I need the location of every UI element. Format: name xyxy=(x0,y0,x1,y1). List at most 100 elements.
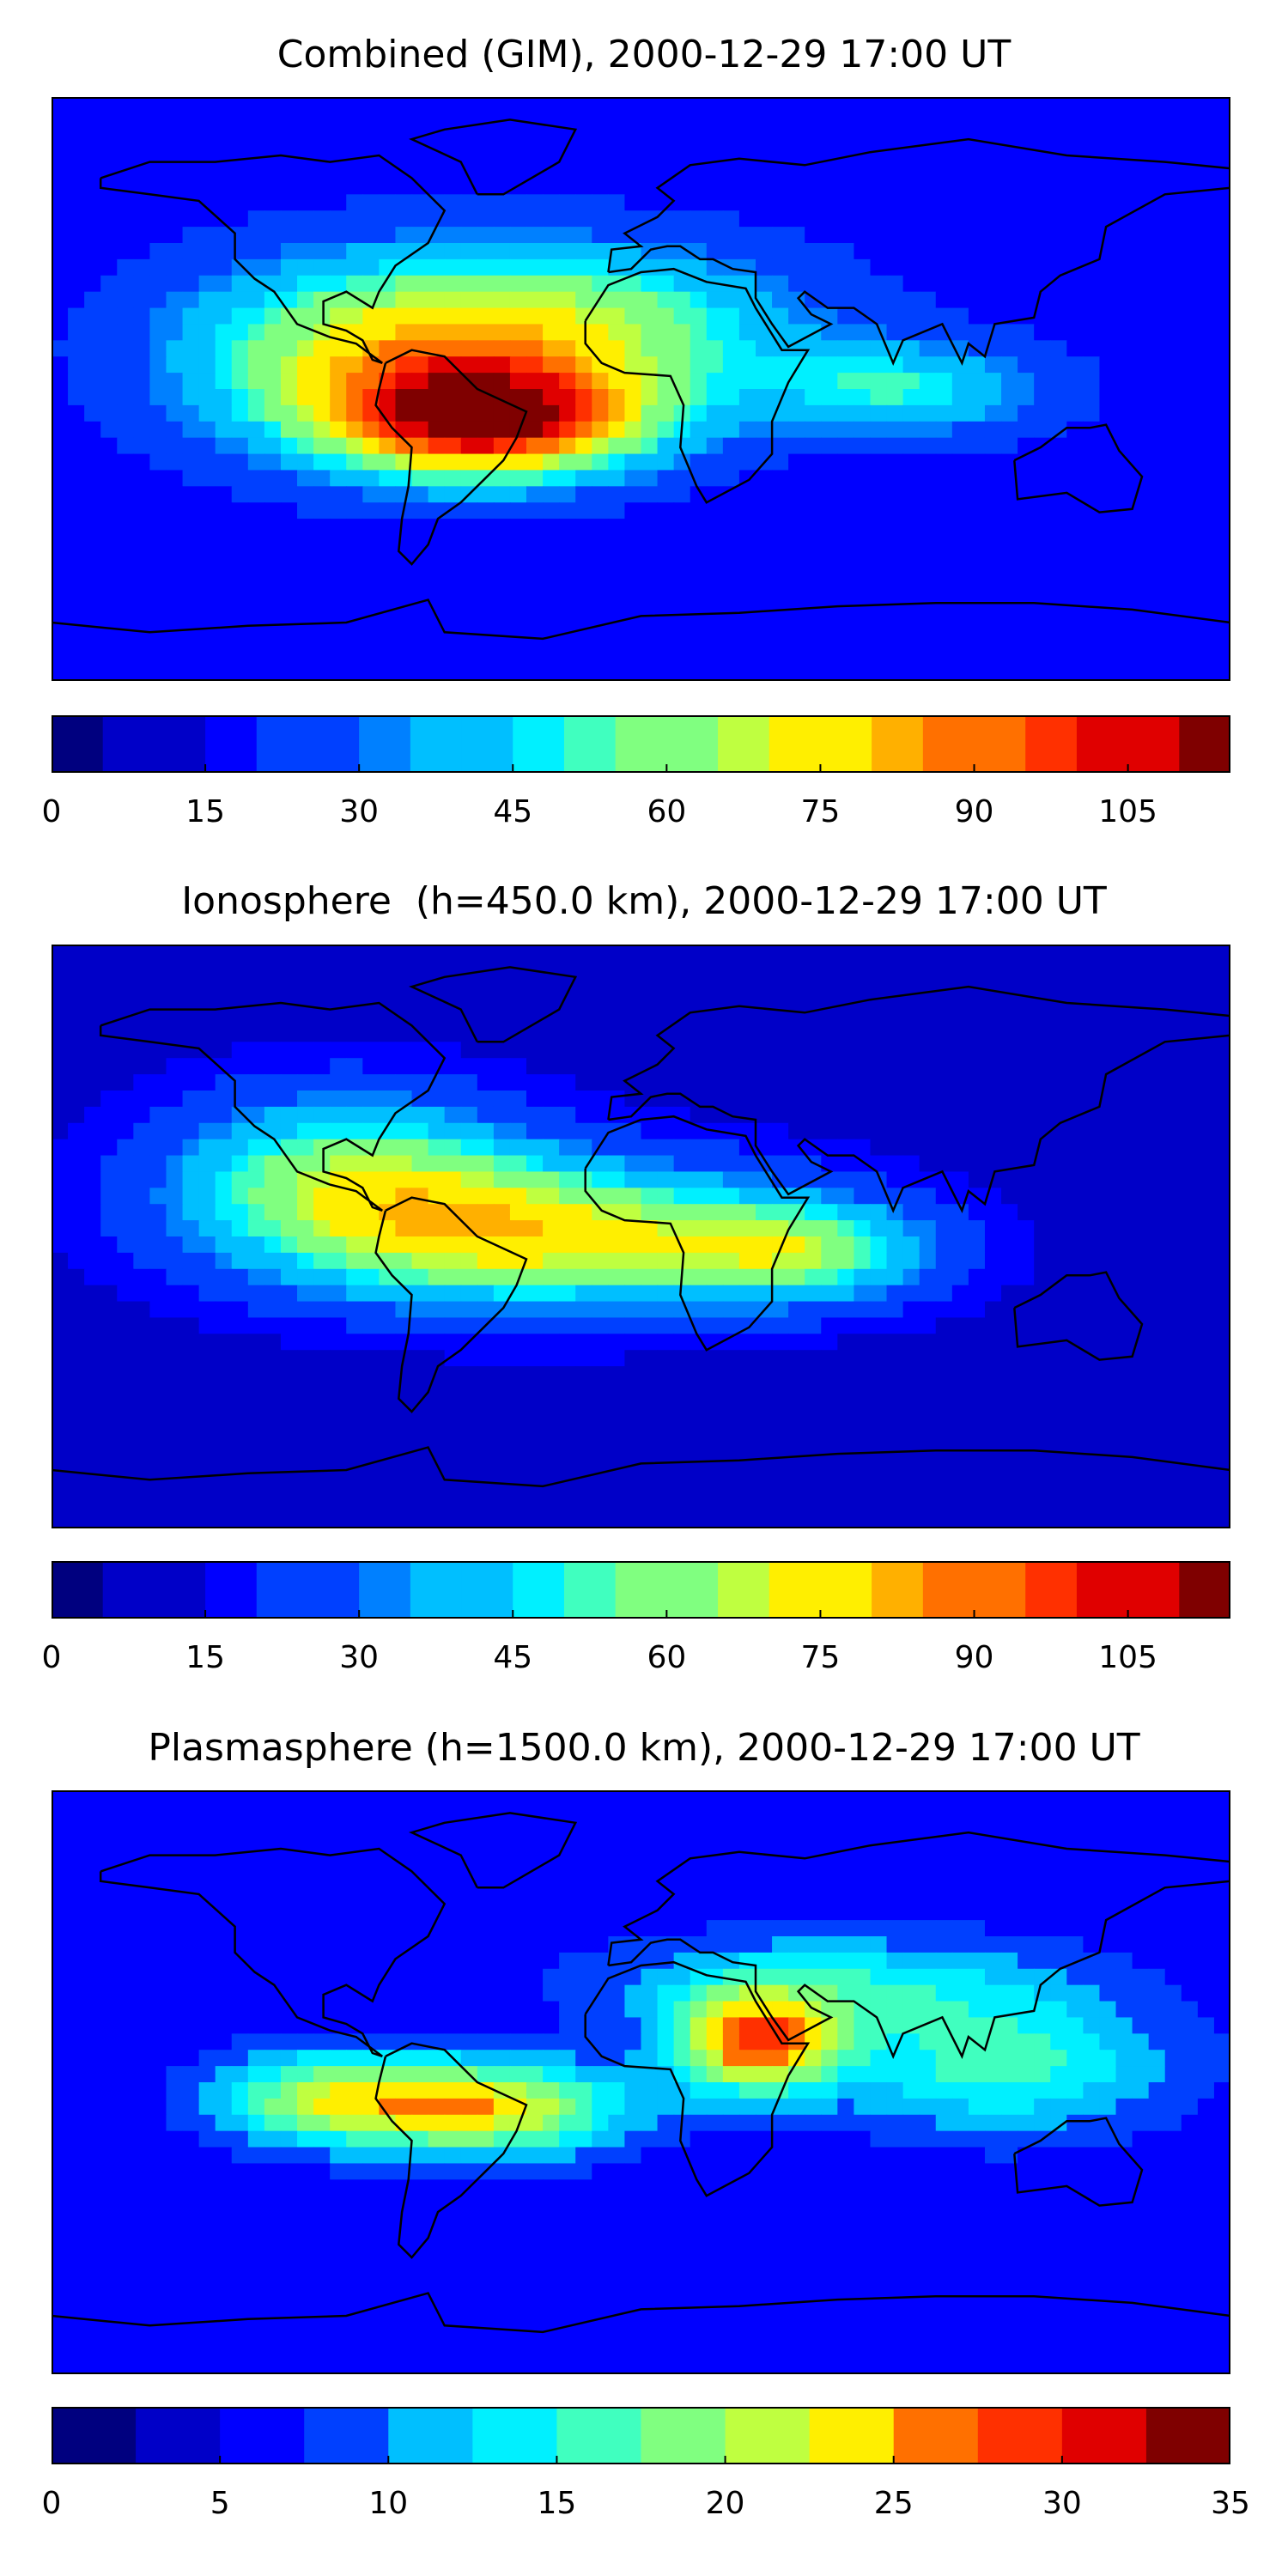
field-cell xyxy=(526,437,544,455)
field-cell xyxy=(280,145,298,163)
field-cell xyxy=(657,945,675,962)
field-cell xyxy=(1050,324,1067,341)
field-cell xyxy=(1018,307,1035,325)
field-cell xyxy=(738,502,756,519)
field-cell xyxy=(247,1091,265,1108)
field-cell xyxy=(935,1106,953,1124)
field-cell xyxy=(951,1074,969,1091)
field-cell xyxy=(379,112,397,131)
field-cell xyxy=(738,519,756,536)
field-cell xyxy=(330,993,347,1011)
field-cell xyxy=(100,1268,118,1286)
field-cell xyxy=(1132,324,1150,341)
field-cell xyxy=(395,1091,413,1108)
field-cell xyxy=(559,470,576,487)
field-cell xyxy=(280,1236,298,1254)
field-cell xyxy=(313,1366,331,1383)
field-cell xyxy=(1083,227,1101,244)
field-cell xyxy=(805,258,822,276)
field-cell xyxy=(231,1398,249,1416)
field-cell xyxy=(526,1091,544,1108)
field-cell xyxy=(1001,97,1018,114)
field-cell xyxy=(100,583,118,601)
field-cell xyxy=(772,421,789,439)
field-cell xyxy=(575,1398,592,1416)
field-cell xyxy=(231,421,249,439)
field-cell xyxy=(460,145,478,163)
field-cell xyxy=(247,1301,265,1319)
field-cell xyxy=(805,129,822,147)
field-cell xyxy=(821,227,838,244)
field-cell xyxy=(84,97,101,114)
field-cell xyxy=(1050,550,1067,568)
field-cell xyxy=(673,1042,691,1059)
field-cell xyxy=(821,258,838,276)
field-cell xyxy=(362,599,380,617)
field-cell xyxy=(477,1155,495,1173)
field-cell xyxy=(1213,1301,1230,1319)
field-cell xyxy=(772,616,789,633)
field-cell xyxy=(198,1188,216,1205)
field-cell xyxy=(526,194,544,211)
field-cell xyxy=(575,1106,592,1124)
field-cell xyxy=(1164,324,1182,341)
field-cell xyxy=(575,324,592,341)
field-cell xyxy=(117,373,134,390)
field-cell xyxy=(526,227,544,244)
field-cell xyxy=(1115,1122,1133,1140)
field-cell xyxy=(919,1414,937,1432)
field-cell xyxy=(575,404,592,422)
field-cell xyxy=(1083,291,1101,309)
field-cell xyxy=(575,1188,592,1205)
field-cell xyxy=(149,421,167,439)
field-cell xyxy=(837,340,854,357)
field-cell xyxy=(968,1091,986,1108)
field-cell xyxy=(1164,1431,1182,1449)
field-cell xyxy=(460,194,478,211)
field-cell xyxy=(559,1252,576,1270)
field-cell xyxy=(1018,437,1035,455)
field-cell xyxy=(772,1431,789,1449)
field-cell xyxy=(1164,648,1182,665)
field-cell xyxy=(870,178,888,195)
field-cell xyxy=(1066,1366,1084,1383)
field-cell xyxy=(100,1334,118,1351)
field-cell xyxy=(722,583,740,601)
field-cell xyxy=(641,258,659,276)
field-cell xyxy=(1050,1414,1067,1432)
field-cell xyxy=(575,1301,592,1319)
field-cell xyxy=(1018,1074,1035,1091)
field-cell xyxy=(951,1382,969,1400)
field-cell xyxy=(722,356,740,374)
field-cell xyxy=(395,550,413,568)
field-cell xyxy=(951,275,969,293)
field-cell xyxy=(1164,1398,1182,1416)
field-cell xyxy=(854,1382,872,1400)
field-cell xyxy=(1050,227,1067,244)
field-cell xyxy=(198,1074,216,1091)
field-cell xyxy=(608,1155,626,1173)
field-cell xyxy=(100,1204,118,1221)
field-cell xyxy=(805,535,822,552)
field-cell xyxy=(543,275,560,293)
field-cell xyxy=(1132,437,1150,455)
field-cell xyxy=(1213,178,1230,195)
field-cell xyxy=(722,1155,740,1173)
field-cell xyxy=(460,324,478,341)
field-cell xyxy=(1066,404,1084,422)
field-cell xyxy=(1001,945,1018,962)
field-cell xyxy=(68,161,85,179)
field-cell xyxy=(198,1382,216,1400)
field-cell xyxy=(690,1042,708,1059)
field-cell xyxy=(166,1091,184,1108)
field-cell xyxy=(133,616,151,633)
field-cell xyxy=(379,1091,397,1108)
field-cell xyxy=(313,1334,331,1351)
field-cell xyxy=(444,1236,462,1254)
field-cell xyxy=(133,1252,151,1270)
field-cell xyxy=(886,307,904,325)
field-cell xyxy=(198,486,216,503)
field-cell xyxy=(902,1285,920,1303)
field-cell xyxy=(854,437,872,455)
field-cell xyxy=(1164,470,1182,487)
